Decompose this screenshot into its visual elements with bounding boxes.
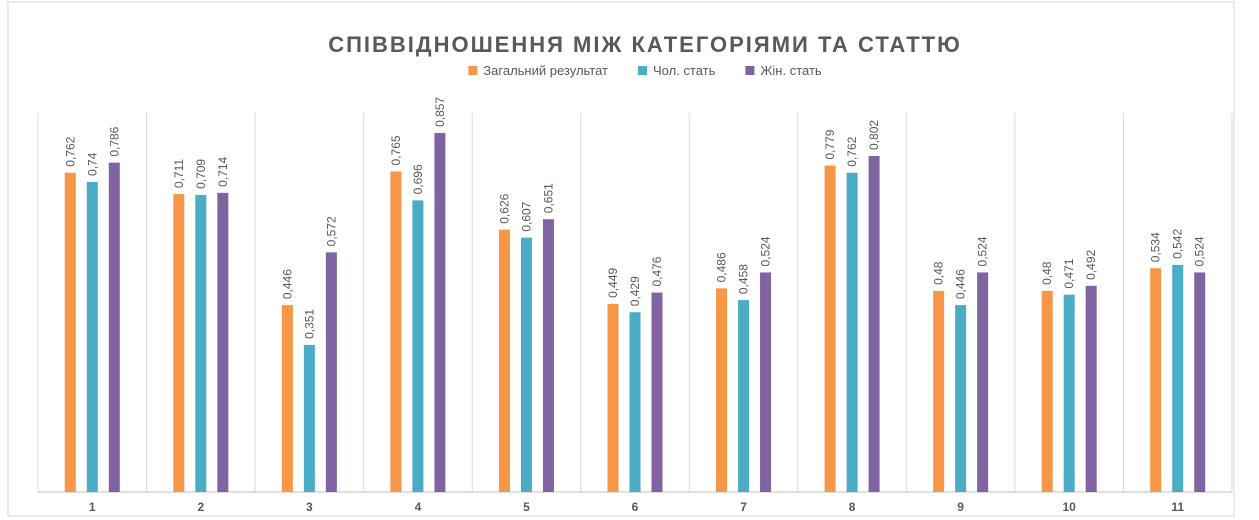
data-label: 0,48 xyxy=(932,261,946,285)
bar xyxy=(607,303,619,492)
bar xyxy=(1041,290,1053,492)
bar xyxy=(303,344,315,492)
bar xyxy=(1085,285,1097,492)
bar xyxy=(173,194,185,492)
x-tick-label: 5 xyxy=(523,500,530,514)
x-tick-label: 10 xyxy=(1063,500,1077,514)
data-label: 0,486 xyxy=(715,252,729,282)
data-label: 0,709 xyxy=(194,159,208,189)
legend-swatch xyxy=(468,66,478,75)
x-tick-label: 11 xyxy=(1171,500,1184,514)
data-label: 0,762 xyxy=(63,136,77,166)
data-label: 0,471 xyxy=(1062,258,1076,288)
bar xyxy=(1063,294,1075,492)
data-label: 0,74 xyxy=(85,152,99,176)
legend-swatch xyxy=(745,66,755,75)
x-tick-label: 4 xyxy=(415,500,422,514)
bar xyxy=(760,272,772,492)
legend-label: Чол. стать xyxy=(653,63,716,78)
data-label: 0,714 xyxy=(216,156,230,186)
data-label: 0,449 xyxy=(606,268,620,298)
bar xyxy=(390,171,402,492)
bar xyxy=(195,194,207,492)
data-label: 0,524 xyxy=(976,236,990,266)
bar xyxy=(955,305,967,492)
bar xyxy=(542,219,554,492)
data-label: 0,762 xyxy=(845,136,859,166)
x-tick-label: 7 xyxy=(740,500,747,514)
bar xyxy=(281,305,293,492)
bar xyxy=(1150,268,1162,492)
bar xyxy=(651,292,663,492)
data-label: 0,696 xyxy=(411,164,425,194)
data-label: 0,779 xyxy=(823,129,837,159)
data-label: 0,626 xyxy=(497,193,511,223)
data-label: 0,572 xyxy=(324,216,338,246)
data-label: 0,492 xyxy=(1084,249,1098,279)
bar xyxy=(846,172,858,493)
data-label: 0,524 xyxy=(1193,236,1207,266)
bar xyxy=(520,237,532,492)
data-label: 0,524 xyxy=(759,236,773,266)
bar xyxy=(217,192,229,493)
legend-swatch xyxy=(638,66,648,75)
bar xyxy=(64,172,76,493)
data-label: 0,711 xyxy=(172,159,186,188)
data-label: 0,429 xyxy=(628,276,642,306)
data-label: 0,458 xyxy=(737,264,751,294)
data-label: 0,476 xyxy=(650,256,664,286)
bar xyxy=(977,272,989,492)
data-label: 0,542 xyxy=(1171,229,1185,259)
data-label: 0,351 xyxy=(302,309,316,339)
x-tick-label: 2 xyxy=(197,500,204,514)
bar xyxy=(108,162,120,492)
data-label: 0,534 xyxy=(1149,232,1163,262)
bar xyxy=(933,290,945,492)
data-label: 0,446 xyxy=(280,269,294,299)
data-label: 0,48 xyxy=(1040,261,1054,285)
legend-label: Жін. стать xyxy=(760,63,822,78)
bar xyxy=(716,288,728,492)
bar xyxy=(498,229,510,492)
x-tick-label: 6 xyxy=(632,500,639,514)
data-label: 0,446 xyxy=(954,269,968,299)
data-label: 0,607 xyxy=(519,201,533,231)
data-label: 0,802 xyxy=(867,120,881,150)
chart-title: СПІВВІДНОШЕННЯ МІЖ КАТЕГОРІЯМИ ТА СТАТТЮ xyxy=(328,32,962,57)
x-tick-label: 9 xyxy=(957,500,964,514)
x-tick-label: 1 xyxy=(89,500,96,514)
bar xyxy=(1172,264,1184,492)
data-label: 0,786 xyxy=(107,126,121,156)
bar xyxy=(434,132,446,493)
x-tick-label: 8 xyxy=(849,500,856,514)
bar xyxy=(86,181,98,492)
chart-frame xyxy=(7,1,1235,517)
legend: Загальний результат Чол. стать Жін. стать xyxy=(468,63,822,78)
x-tick-label: 3 xyxy=(306,500,313,514)
bar xyxy=(629,312,641,492)
bar xyxy=(325,252,337,492)
bar xyxy=(1194,272,1206,492)
data-label: 0,651 xyxy=(541,183,555,213)
legend-label: Загальний результат xyxy=(483,63,608,78)
bar xyxy=(738,300,750,492)
data-label: 0,857 xyxy=(433,97,447,127)
bar xyxy=(412,200,424,492)
bar xyxy=(868,155,880,492)
data-label: 0,765 xyxy=(389,135,403,165)
bar xyxy=(824,165,836,492)
